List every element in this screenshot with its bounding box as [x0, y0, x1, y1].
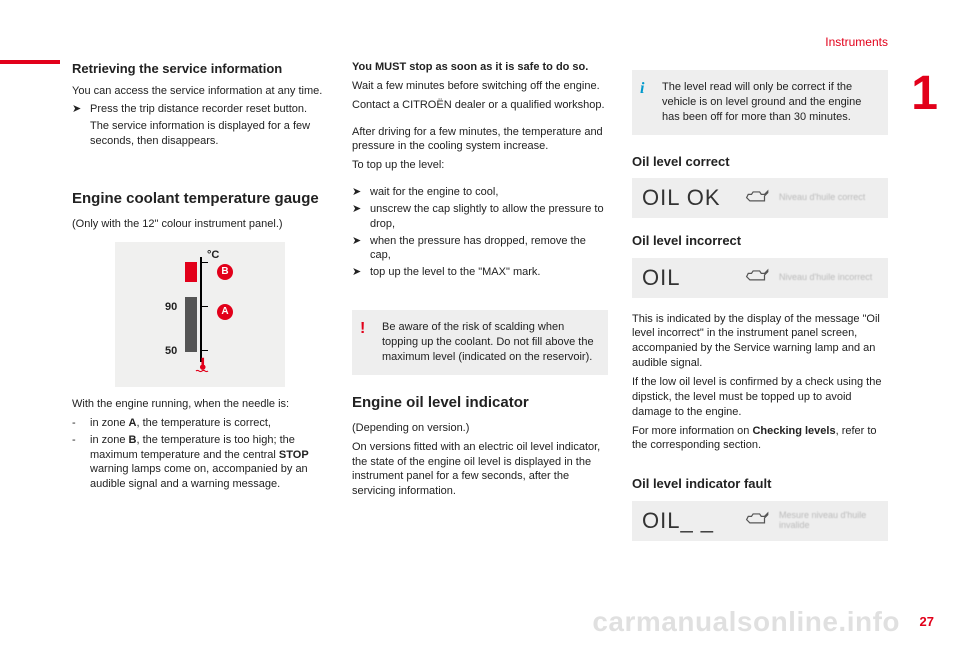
text: With the engine running, when the needle… — [72, 397, 328, 412]
gauge-marker-a: A — [217, 304, 233, 320]
text: After driving for a few minutes, the tem… — [352, 125, 608, 155]
list-item: - in zone B, the temperature is too high… — [72, 433, 328, 492]
watermark: carmanualsonline.info — [592, 603, 900, 641]
text: For more information on — [632, 425, 752, 437]
panel-subtext: Mesure niveau d'huile invalide — [779, 511, 878, 531]
text: To top up the level: — [352, 158, 608, 173]
list-item: - in zone A, the temperature is correct, — [72, 416, 328, 431]
content-columns: Retrieving the service information You c… — [72, 60, 888, 599]
list-item: ➤ Press the trip distance recorder reset… — [72, 102, 328, 117]
text: On versions fitted with an electric oil … — [352, 440, 608, 499]
warning-icon: ! — [360, 318, 365, 340]
text: This is indicated by the display of the … — [632, 312, 888, 371]
bullet-arrow-icon: ➤ — [352, 234, 370, 264]
text: Wait a few minutes before switching off … — [352, 79, 608, 94]
text: in zone — [90, 434, 129, 446]
panel-subtext: Niveau d'huile incorrect — [779, 273, 878, 283]
chapter-number: 1 — [911, 70, 938, 118]
bullet-arrow-icon: ➤ — [352, 202, 370, 232]
text: wait for the engine to cool, — [370, 185, 608, 200]
heading-oil-incorrect: Oil level incorrect — [632, 232, 888, 250]
list-item: ➤ top up the level to the "MAX" mark. — [352, 265, 608, 280]
heading-oil-fault: Oil level indicator fault — [632, 475, 888, 493]
text: Contact a CITROËN dealer or a qualified … — [352, 98, 608, 113]
text: unscrew the cap slightly to allow the pr… — [370, 202, 608, 232]
text: Press the trip distance recorder reset b… — [90, 102, 328, 117]
warning-note: ! Be aware of the risk of scalding when … — [352, 310, 608, 375]
bullet-arrow-icon: ➤ — [352, 185, 370, 200]
oil-panel-ok: OIL OK Niveau d'huile correct — [632, 178, 888, 218]
list-item: ➤ wait for the engine to cool, — [352, 185, 608, 200]
text: in zone B, the temperature is too high; … — [90, 433, 328, 492]
text: in zone A, the temperature is correct, — [90, 416, 328, 431]
gauge-unit-label: °C — [207, 248, 219, 263]
list-item: ➤ when the pressure has dropped, remove … — [352, 234, 608, 264]
text: The level read will only be correct if t… — [662, 81, 861, 123]
panel-text: OIL OK — [642, 183, 737, 213]
text: If the low oil level is confirmed by a c… — [632, 375, 888, 420]
text-bold: STOP — [279, 449, 309, 461]
section-title: Instruments — [825, 34, 888, 50]
bullet-dash-icon: - — [72, 433, 90, 492]
gauge-red-zone — [185, 262, 197, 282]
bullet-dash-icon: - — [72, 416, 90, 431]
coolant-gauge-figure: °C 90 50 B A — [115, 242, 285, 387]
text: in zone — [90, 417, 129, 429]
info-note: i The level read will only be correct if… — [632, 70, 888, 135]
bullet-arrow-icon: ➤ — [352, 265, 370, 280]
oilcan-icon — [745, 266, 771, 289]
gauge-tick — [200, 262, 208, 263]
text: For more information on Checking levels,… — [632, 424, 888, 454]
gauge-tick — [200, 350, 208, 351]
oilcan-icon — [745, 509, 771, 532]
text: (Only with the 12" colour instrument pan… — [72, 217, 328, 232]
heading-retrieve-service: Retrieving the service information — [72, 60, 328, 78]
gauge-marker-b: B — [217, 264, 233, 280]
gauge-low-label: 50 — [165, 344, 177, 359]
oilcan-icon — [745, 187, 771, 210]
text: warning lamps come on, accompanied by an… — [90, 463, 308, 490]
text: top up the level to the "MAX" mark. — [370, 265, 608, 280]
text: Be aware of the risk of scalding when to… — [382, 321, 594, 363]
text-bold: You MUST stop as soon as it is safe to d… — [352, 60, 608, 75]
oil-panel-incorrect: OIL Niveau d'huile incorrect — [632, 258, 888, 298]
text: You can access the service information a… — [72, 84, 328, 99]
text: when the pressure has dropped, remove th… — [370, 234, 608, 264]
column-right: i The level read will only be correct if… — [632, 60, 888, 599]
bullet-arrow-icon: ➤ — [72, 102, 90, 117]
heading-oil-correct: Oil level correct — [632, 153, 888, 171]
column-middle: You MUST stop as soon as it is safe to d… — [352, 60, 608, 599]
info-icon: i — [640, 78, 644, 100]
page-number: 27 — [920, 613, 934, 631]
column-left: Retrieving the service information You c… — [72, 60, 328, 599]
panel-text: OIL_ _ — [642, 506, 737, 536]
text: , the temperature is correct, — [136, 417, 271, 429]
heading-oil-indicator: Engine oil level indicator — [352, 393, 608, 413]
panel-text: OIL — [642, 263, 737, 293]
panel-subtext: Niveau d'huile correct — [779, 193, 878, 203]
heading-coolant-gauge: Engine coolant temperature gauge — [72, 189, 328, 209]
gauge-mid-label: 90 — [165, 300, 177, 315]
gauge-normal-zone — [185, 297, 197, 352]
text-bold: Checking levels — [752, 425, 835, 437]
list-item: ➤ unscrew the cap slightly to allow the … — [352, 202, 608, 232]
text: The service information is displayed for… — [90, 119, 328, 149]
gauge-tick — [200, 306, 208, 307]
text: (Depending on version.) — [352, 421, 608, 436]
accent-bar — [0, 60, 60, 64]
temperature-icon — [193, 356, 211, 381]
oil-panel-fault: OIL_ _ Mesure niveau d'huile invalide — [632, 501, 888, 541]
gauge-scale — [200, 257, 202, 362]
